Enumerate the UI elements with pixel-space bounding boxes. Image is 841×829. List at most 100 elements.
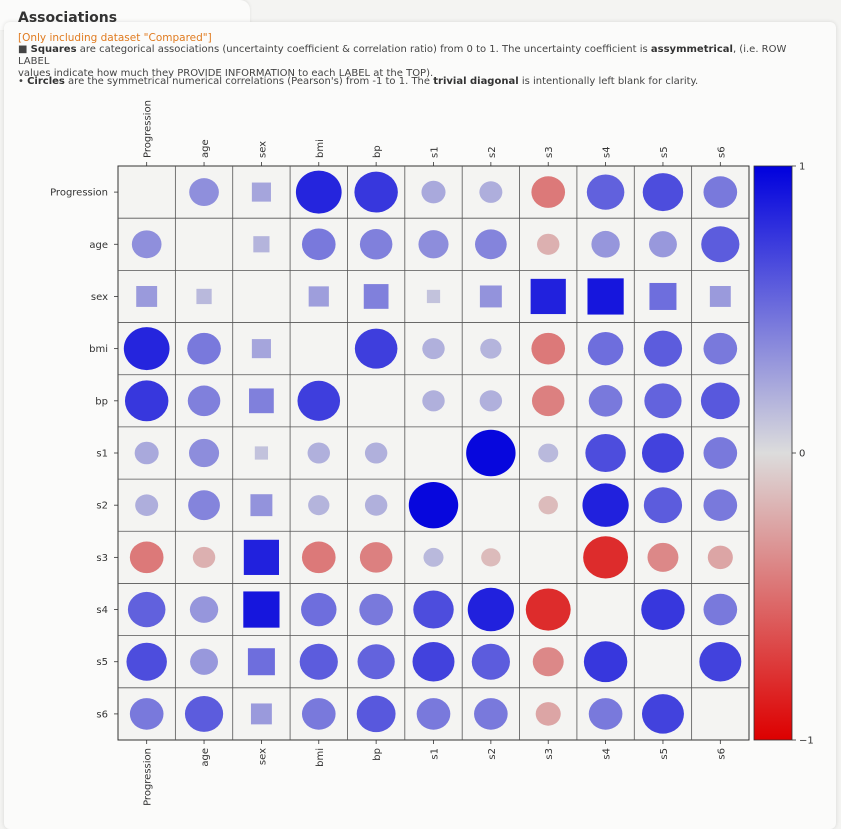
circles-description: • Circles are the symmetrical numerical … xyxy=(18,76,699,87)
circle-Progression-bp xyxy=(354,171,398,213)
square-bmi-sex xyxy=(251,339,271,359)
top-label-s6: s6 xyxy=(716,146,727,158)
circle-Progression-bmi xyxy=(295,170,342,214)
square-sex-age xyxy=(196,288,212,305)
colorbar-tick-label: −1 xyxy=(799,736,814,747)
top-label-s1: s1 xyxy=(430,146,441,158)
bottom-label-s2: s2 xyxy=(487,748,498,760)
circle-s4-s3 xyxy=(525,588,571,631)
row-label-s1: s1 xyxy=(96,449,108,460)
colorbar-tick-label: 1 xyxy=(799,162,805,173)
square-sex-s3 xyxy=(530,278,566,315)
circle-s3-s2 xyxy=(481,548,501,567)
bottom-label-Progression: Progression xyxy=(143,748,154,806)
top-label-bp: bp xyxy=(372,145,383,158)
circle-s5-s2 xyxy=(471,643,510,680)
top-label-bmi: bmi xyxy=(315,139,326,158)
circle-Progression-s6 xyxy=(703,176,738,208)
circle-age-s1 xyxy=(418,230,449,259)
top-label-s2: s2 xyxy=(487,146,498,158)
circle-s4-s6 xyxy=(703,593,738,626)
circle-age-s4 xyxy=(591,230,620,258)
circle-bmi-age xyxy=(187,332,221,365)
circle-s6-s2 xyxy=(474,698,508,730)
circle-age-s6 xyxy=(701,226,740,263)
square-sex-s5 xyxy=(649,282,677,310)
bottom-label-s3: s3 xyxy=(544,748,555,760)
square-s5-sex xyxy=(247,648,275,676)
square-sex-s1 xyxy=(426,289,441,304)
circle-s2-s3 xyxy=(538,496,558,515)
circle-s2-Progression xyxy=(135,494,159,516)
circle-s6-bmi xyxy=(301,698,336,730)
bottom-label-sex: sex xyxy=(257,748,268,765)
circle-bmi-bp xyxy=(354,328,398,369)
circle-s4-s1 xyxy=(413,590,454,629)
circle-s4-bp xyxy=(359,593,393,626)
circle-s1-s3 xyxy=(538,443,559,463)
circle-bp-Progression xyxy=(124,380,169,422)
circle-age-s3 xyxy=(537,233,560,255)
circle-bp-s6 xyxy=(700,382,740,420)
row-label-s4: s4 xyxy=(96,605,108,616)
circle-s1-s6 xyxy=(703,437,738,469)
circle-Progression-s2 xyxy=(479,181,503,203)
bottom-label-s6: s6 xyxy=(716,748,727,760)
circle-s3-s6 xyxy=(707,545,733,570)
circle-s4-age xyxy=(189,596,219,623)
circle-Progression-age xyxy=(189,178,219,207)
circle-s1-s5 xyxy=(641,433,684,473)
circle-bp-s1 xyxy=(422,390,445,412)
square-s6-sex xyxy=(250,703,272,725)
circle-age-s5 xyxy=(648,231,677,258)
square-sex-s4 xyxy=(587,278,624,315)
bottom-label-s4: s4 xyxy=(602,748,613,760)
square-sex-s6 xyxy=(709,285,731,307)
top-label-sex: sex xyxy=(257,141,268,158)
circle-s6-s4 xyxy=(588,698,623,730)
circle-bp-bmi xyxy=(297,380,341,421)
circle-s2-bmi xyxy=(308,495,330,516)
circle-bp-age xyxy=(187,385,221,417)
page-title: Associations xyxy=(18,10,118,26)
circle-s5-s4 xyxy=(583,641,628,683)
top-label-s3: s3 xyxy=(544,146,555,158)
circle-s3-s5 xyxy=(647,542,679,572)
row-label-age: age xyxy=(89,240,108,251)
circle-s4-Progression xyxy=(127,591,166,628)
circle-s2-age xyxy=(188,490,220,521)
circle-age-bmi xyxy=(301,228,336,261)
circle-bp-s3 xyxy=(531,385,565,417)
row-label-s5: s5 xyxy=(96,657,108,668)
circle-s5-age xyxy=(190,648,219,675)
circle-age-Progression xyxy=(131,230,162,259)
square-sex-bp xyxy=(363,284,389,309)
circle-age-s2 xyxy=(474,229,507,260)
circle-bmi-s5 xyxy=(643,330,683,367)
bottom-label-s5: s5 xyxy=(659,748,670,760)
circle-bp-s4 xyxy=(588,384,623,417)
circle-s5-bp xyxy=(357,644,395,680)
circle-s1-s4 xyxy=(585,433,626,473)
top-label-Progression: Progression xyxy=(143,100,154,158)
circle-s5-s3 xyxy=(532,647,564,677)
square-s2-sex xyxy=(250,494,273,517)
row-label-sex: sex xyxy=(91,292,108,303)
circle-age-bp xyxy=(359,228,393,260)
square-sex-Progression xyxy=(136,285,158,307)
circle-s3-bp xyxy=(359,542,393,573)
row-label-Progression: Progression xyxy=(50,188,108,199)
circle-s6-Progression xyxy=(129,698,164,730)
square-s4-sex xyxy=(243,591,280,628)
top-label-s5: s5 xyxy=(659,146,670,158)
circle-s4-bmi xyxy=(301,592,337,627)
circle-s2-bp xyxy=(364,494,388,516)
top-label-age: age xyxy=(200,139,211,158)
square-s3-sex xyxy=(243,539,280,575)
colorbar xyxy=(753,165,793,741)
circle-s5-Progression xyxy=(126,642,167,681)
row-label-bp: bp xyxy=(95,396,108,407)
circle-bmi-s3 xyxy=(531,332,566,365)
row-label-s3: s3 xyxy=(96,553,108,564)
